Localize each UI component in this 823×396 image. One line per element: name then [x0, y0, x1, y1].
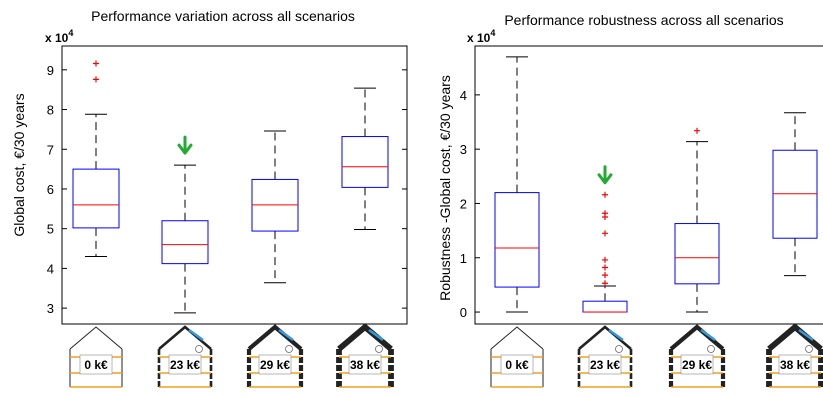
box-0 — [494, 192, 540, 288]
y-tick-label: 4 — [460, 88, 467, 103]
house-roof — [69, 326, 123, 350]
y-tick-label: 8 — [47, 103, 54, 118]
cost-label-box — [79, 354, 113, 375]
y-tick-label: 1 — [460, 251, 467, 266]
heat-pump-icon — [707, 345, 715, 353]
house-roof — [158, 325, 212, 350]
y-axis-label-left: Global cost, €/30 years — [11, 93, 27, 236]
solar-panel — [608, 328, 624, 342]
house-roof — [247, 324, 303, 351]
cost-label-box — [588, 354, 622, 375]
house-icon-3: 38 k€ — [336, 323, 394, 388]
outlier-point — [602, 264, 608, 271]
solar-panel — [368, 328, 384, 342]
plot-frame-right — [474, 45, 823, 325]
cost-label: 23 k€ — [590, 358, 620, 372]
box-3 — [772, 149, 818, 239]
box-1 — [582, 300, 628, 313]
box-2 — [674, 223, 720, 285]
cost-label-box — [168, 354, 202, 375]
box-1 — [161, 220, 209, 265]
house-roof — [337, 323, 393, 352]
house-icon-3: 38 k€ — [766, 323, 823, 388]
y-tick-label: 6 — [47, 182, 54, 197]
house-icon-0: 0 k€ — [69, 326, 123, 388]
cost-label-box — [680, 354, 714, 375]
house-icon-0: 0 k€ — [490, 326, 544, 388]
house-roof — [767, 323, 823, 352]
outlier-point — [602, 191, 608, 198]
cost-label: 23 k€ — [170, 358, 200, 372]
plot-frame-left — [61, 45, 408, 325]
solar-panel — [798, 328, 814, 342]
plot-area-left: 3 4 5 6 7 8 9 0 k€ 23 k€ 29 k€ 38 k€ — [47, 60, 407, 388]
cost-label-box — [778, 354, 812, 375]
cost-label: 38 k€ — [350, 358, 380, 372]
house-roof — [490, 326, 544, 350]
solar-panel — [700, 328, 716, 342]
solar-panel — [278, 328, 294, 342]
heat-pump-icon — [615, 345, 623, 353]
house-icon-2: 29 k€ — [246, 324, 304, 388]
house-icon-2: 29 k€ — [668, 324, 726, 388]
y-axis-label-right: Robustness -Global cost, €/30 years — [437, 75, 453, 301]
outlier-point — [602, 210, 608, 217]
house-icon-1: 23 k€ — [577, 325, 633, 388]
y-tick-label: 3 — [47, 301, 54, 316]
outlier-point — [694, 127, 700, 134]
plot-area-right: 0 1 2 3 4 0 k€ 23 k€ 29 k€ 38 k€ — [460, 56, 823, 388]
cost-label-box — [348, 354, 382, 375]
chart-title-left: Performance variation across all scenari… — [91, 8, 355, 24]
highlight-arrow — [597, 165, 613, 185]
outlier-point — [93, 76, 99, 83]
cost-label-box — [258, 354, 292, 375]
outlier-point — [602, 272, 608, 279]
house-roof — [669, 324, 725, 351]
cost-label: 38 k€ — [780, 358, 810, 372]
box-0 — [72, 168, 120, 229]
cost-label: 29 k€ — [682, 358, 712, 372]
cost-label: 0 k€ — [505, 358, 529, 372]
exponent-label-right: x 104 — [467, 28, 495, 45]
cost-label: 0 k€ — [84, 358, 108, 372]
chart-title-right: Performance robustness across all scenar… — [504, 12, 783, 28]
y-tick-label: 0 — [460, 305, 467, 320]
y-tick-label: 7 — [47, 142, 54, 157]
y-tick-label: 5 — [47, 222, 54, 237]
heat-pump-icon — [805, 345, 813, 353]
exponent-label-left: x 104 — [45, 28, 73, 45]
cost-label: 29 k€ — [260, 358, 290, 372]
y-tick-label: 4 — [47, 261, 54, 276]
heat-pump-icon — [195, 345, 203, 353]
house-icon-1: 23 k€ — [157, 325, 213, 388]
box-3 — [341, 136, 389, 188]
outlier-point — [93, 60, 99, 67]
heat-pump-icon — [285, 345, 293, 353]
y-tick-label: 2 — [460, 196, 467, 211]
cost-label-box — [500, 354, 534, 375]
house-roof — [578, 325, 632, 350]
outlier-point — [602, 280, 608, 287]
y-tick-label: 9 — [47, 63, 54, 78]
heat-pump-icon — [375, 345, 383, 353]
solar-panel — [188, 328, 204, 342]
y-tick-label: 3 — [460, 142, 467, 157]
highlight-arrow — [177, 135, 193, 155]
outlier-point — [602, 256, 608, 263]
outlier-point — [602, 230, 608, 237]
